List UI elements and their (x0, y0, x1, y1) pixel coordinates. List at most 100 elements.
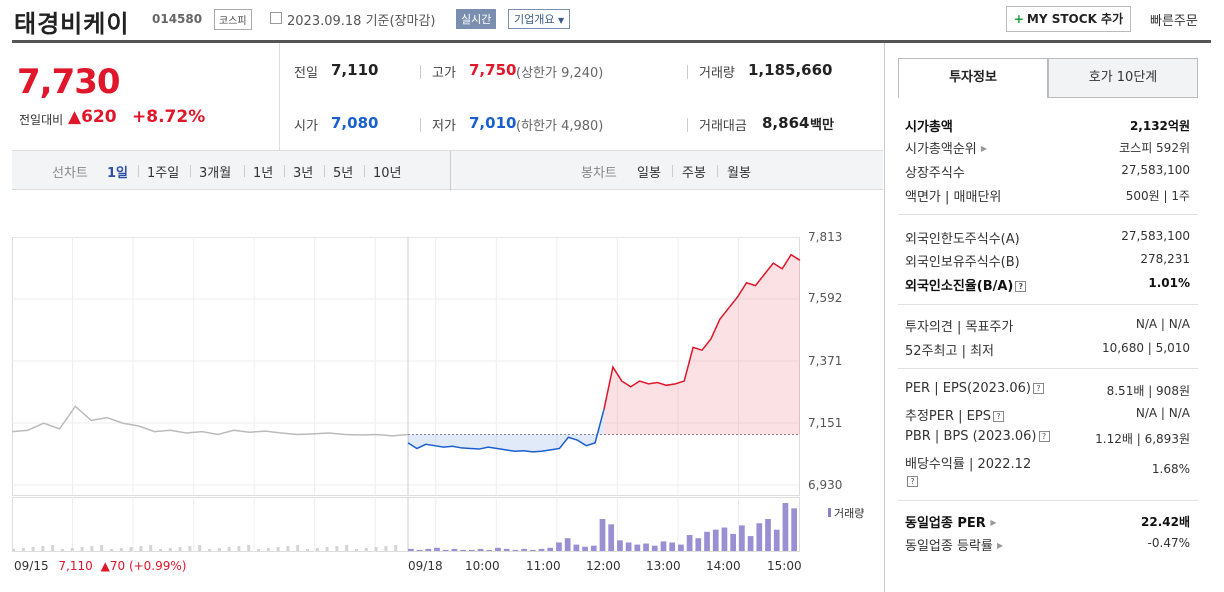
volume-bar (747, 536, 754, 551)
y-tick: 7,371 (808, 354, 843, 368)
prev-volume-bar (208, 549, 211, 551)
shares-label: 상장주식수 (905, 166, 965, 181)
volume-bar (556, 542, 562, 551)
w52-labels: 52주최고 | 최저 (905, 344, 995, 359)
prev-volume-bar (306, 549, 309, 551)
divider (898, 368, 1198, 369)
help-icon[interactable]: ? (1038, 431, 1050, 442)
help-icon[interactable]: ? (1015, 281, 1027, 292)
volume-bar (678, 544, 684, 551)
volume-bar (408, 548, 414, 551)
add-mystock-button[interactable]: + MY STOCK 추가 (1006, 6, 1131, 32)
bps-value: 6,893원 (1144, 432, 1190, 446)
par-unit-labels: 액면가 | 매매단위 (905, 190, 1002, 205)
shares-value: 27,583,100 (1121, 163, 1190, 177)
volume-bar (765, 519, 771, 551)
lower-limit: (하한가 4,980) (516, 119, 604, 134)
w52-high-label: 52주최고 (905, 344, 958, 359)
period-1y[interactable]: 1년 (253, 166, 274, 181)
opinion-value: N/A (1135, 317, 1158, 331)
volume-bar (643, 543, 649, 551)
prev-volume-bar (178, 547, 182, 551)
period-1d[interactable]: 1일 (107, 166, 129, 181)
company-overview-dropdown[interactable]: 기업개요 ▼ (508, 9, 571, 29)
help-icon[interactable]: ? (907, 476, 918, 487)
realtime-button[interactable]: 실시간 (456, 9, 497, 29)
prev-volume-bar (286, 546, 290, 551)
prev-volume-bar (364, 548, 368, 551)
target-label: 목표주가 (965, 320, 1014, 335)
prev-day-summary: 09/15 7,110 ▲70 (+0.99%) (14, 559, 186, 573)
volume-bar (582, 546, 588, 551)
prev-day-line (12, 405, 409, 437)
candle-daily[interactable]: 일봉 (637, 166, 661, 181)
candle-monthly[interactable]: 월봉 (727, 166, 751, 181)
prev-volume-bar (247, 545, 251, 551)
period-10y[interactable]: 10년 (373, 166, 402, 181)
candle-weekly[interactable]: 주봉 (682, 166, 706, 181)
volume-bar (434, 547, 440, 551)
volume-legend: 거래량 (828, 505, 864, 521)
help-icon[interactable]: ? (1032, 383, 1044, 394)
low-value: 7,010 (469, 114, 517, 132)
divider (898, 500, 1198, 501)
sector-per-link[interactable]: 동일업종 PER ▶ (905, 512, 996, 531)
div-help[interactable]: ? (907, 474, 918, 489)
sector-chg-value: -0.47% (1147, 536, 1190, 550)
per-eps-labels: PER | EPS(2023.06)? (905, 381, 1044, 396)
change-label: 전일대비 (19, 113, 64, 127)
volume-bar (791, 508, 797, 551)
volume-bar (599, 519, 606, 551)
w52-low-value: 5,010 (1155, 341, 1190, 355)
prev-change: ▲70 (100, 559, 126, 573)
div-date: 2022.12 (977, 457, 1032, 472)
prev-volume-bar (237, 546, 241, 551)
divider (687, 65, 688, 79)
volume-bar (468, 549, 475, 551)
mcap-value: 2,132억원 (1129, 119, 1190, 133)
candle-chart-label: 봉차트 (581, 166, 617, 181)
volume-bar (425, 548, 432, 551)
rank-link[interactable]: 시가총액순위 ▶ (905, 138, 987, 157)
w52-values: 10,680 | 5,010 (1101, 341, 1190, 355)
y-tick: 6,930 (808, 478, 843, 492)
tab-invest-info[interactable]: 투자정보 (898, 58, 1048, 98)
stock-header: 태경비케이 014580 코스피 2023.09.18 기준(장마감) 실시간 … (0, 0, 1224, 42)
sector-chg-label: 동일업종 등락률 (905, 539, 993, 554)
volume-bar (773, 529, 780, 551)
target-value: N/A (1168, 317, 1190, 331)
volume-bar (573, 544, 580, 551)
volume-bar (521, 548, 527, 551)
feps-value: N/A (1168, 406, 1190, 420)
period-3m[interactable]: 3개월 (199, 166, 232, 181)
sector-per-value: 22.42배 (1141, 515, 1190, 529)
add-mystock-label: MY STOCK 추가 (1026, 12, 1124, 26)
prev-volume-bar (21, 548, 25, 551)
panel-divider (884, 43, 885, 592)
sector-chg-link[interactable]: 동일업종 등락률 ▶ (905, 535, 1003, 554)
help-icon[interactable]: ? (992, 411, 1004, 422)
period-1w[interactable]: 1주일 (147, 166, 180, 181)
opinion-label: 투자의견 (905, 320, 953, 335)
prev-volume-bar (149, 545, 153, 551)
rank-label: 시가총액순위 (905, 142, 977, 157)
divider (279, 43, 280, 150)
gain-line (603, 253, 801, 410)
prev-volume-bar (51, 545, 55, 551)
prev-volume-bar (119, 548, 123, 551)
x-tick: 15:00 (767, 559, 802, 573)
divider (420, 65, 421, 79)
volume-bar (547, 547, 554, 551)
period-5y[interactable]: 5년 (333, 166, 354, 181)
tab-orderbook[interactable]: 호가 10단계 (1048, 58, 1198, 98)
divider (898, 304, 1198, 305)
prev-volume-bar (394, 545, 398, 551)
prev-volume-bar (198, 545, 202, 551)
price-chart[interactable] (12, 237, 883, 497)
quick-order-link[interactable]: 빠른주문 (1150, 14, 1198, 29)
high-label: 고가 (432, 66, 456, 81)
period-3y[interactable]: 3년 (293, 166, 314, 181)
foreign-limit-value: 27,583,100 (1121, 229, 1190, 243)
volume-bar (660, 541, 667, 551)
fper-feps-values: N/A | N/A (1135, 406, 1190, 420)
